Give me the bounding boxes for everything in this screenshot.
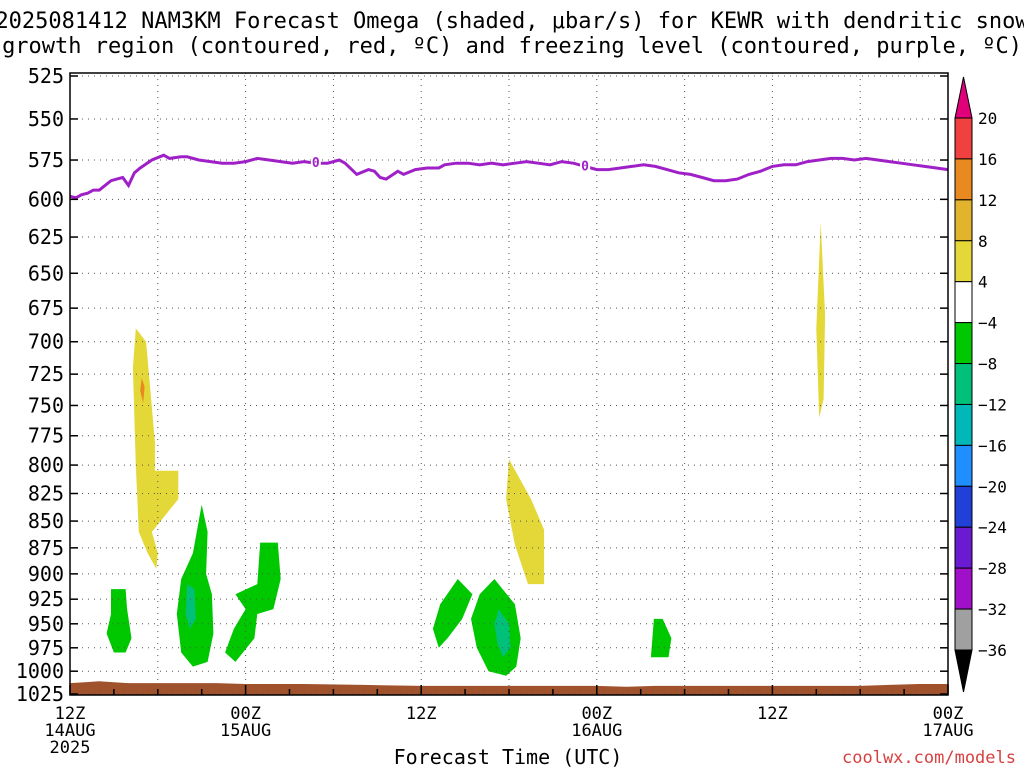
y-tick-label: 825	[28, 481, 64, 505]
chart-subtitle: growth region (contoured, red, ºC) and f…	[2, 34, 1022, 59]
colorbar-swatch	[954, 526, 973, 569]
y-tick-label: 675	[28, 296, 64, 320]
y-tick-label: 875	[28, 536, 64, 560]
omega-area	[140, 378, 145, 403]
colorbar-label: −16	[978, 436, 1007, 455]
omega-area	[106, 589, 132, 653]
colorbar-swatch	[954, 199, 973, 242]
colorbar-swatch	[954, 117, 973, 160]
colorbar-swatch	[954, 240, 973, 283]
omega-area	[506, 459, 545, 585]
x-tick-label: 17AUG	[922, 721, 973, 741]
colorbar-swatch	[954, 608, 973, 651]
credit-text: coolwx.com/models	[842, 748, 1016, 768]
colorbar-label: 4	[978, 273, 988, 292]
x-tick-label: 00Z	[581, 704, 612, 724]
y-tick-label: 925	[28, 587, 64, 611]
omega-area	[650, 618, 672, 658]
contour-label: 0	[581, 159, 589, 174]
y-tick-label: 725	[28, 362, 64, 386]
x-tick-label: 00Z	[230, 704, 261, 724]
colorbar-label: 8	[978, 232, 988, 251]
colorbar-label: −20	[978, 477, 1007, 496]
y-tick-label: 575	[28, 148, 64, 172]
y-tick-label: 750	[28, 393, 64, 417]
y-tick-label: 650	[28, 261, 64, 285]
colorbar-swatch	[954, 567, 973, 610]
y-tick-label: 700	[28, 330, 64, 354]
colorbar-swatch	[954, 281, 973, 324]
colorbar-label: 20	[978, 109, 997, 128]
colorbar-label: −12	[978, 395, 1007, 414]
y-tick-label: 900	[28, 562, 64, 586]
colorbar-label: −24	[978, 518, 1007, 537]
freezing-level-line	[69, 153, 949, 200]
colorbar-bottom-arrow	[954, 649, 973, 693]
contour-label-bg	[580, 158, 591, 173]
x-axis-label: Forecast Time (UTC)	[394, 745, 623, 768]
x-tick-label: 12Z	[406, 704, 437, 724]
contour-label: 0	[312, 156, 320, 171]
x-tick-label: 16AUG	[571, 721, 622, 741]
y-tick-label: 1000	[16, 659, 64, 683]
y-tick-label: 625	[28, 225, 64, 249]
colorbar-label: −36	[978, 641, 1007, 660]
plot-area	[70, 73, 948, 695]
y-tick-label: 975	[28, 636, 64, 660]
contour-label-bg	[310, 155, 321, 170]
x-tick-label: 12Z	[55, 704, 86, 724]
y-tick-label: 800	[28, 453, 64, 477]
x-tick-label: 15AUG	[220, 721, 271, 741]
y-tick-label: 850	[28, 509, 64, 533]
omega-area	[185, 584, 196, 629]
colorbar-label: −8	[978, 355, 997, 374]
y-tick-label: 550	[28, 107, 64, 131]
colorbar-label: −32	[978, 600, 1007, 619]
omega-area	[816, 222, 826, 418]
y-tick-label: 775	[28, 424, 64, 448]
y-tick-label: 950	[28, 612, 64, 636]
y-tick-label: 1025	[16, 682, 64, 706]
colorbar-top-arrow	[954, 76, 973, 119]
omega-area	[432, 579, 473, 648]
colorbar-label: −4	[978, 314, 997, 333]
colorbar-swatch	[954, 322, 973, 365]
chart-title: 2025081412 NAM3KM Forecast Omega (shaded…	[0, 9, 1024, 34]
omega-area	[494, 609, 511, 658]
colorbar-swatch	[954, 363, 973, 405]
y-tick-label: 525	[28, 64, 64, 88]
colorbar-swatch	[954, 403, 973, 446]
y-tick-label: 600	[28, 187, 64, 211]
x-tick-label: 00Z	[933, 704, 964, 724]
colorbar-label: −28	[978, 559, 1007, 578]
x-tick-label: 14AUG	[44, 721, 95, 741]
x-tick-label: 2025	[50, 738, 91, 758]
colorbar-swatch	[954, 444, 973, 487]
omega-area	[176, 504, 214, 667]
colorbar-swatch	[954, 485, 973, 528]
omega-area	[225, 542, 281, 662]
x-tick-label: 12Z	[757, 704, 788, 724]
colorbar-swatch	[954, 158, 973, 201]
colorbar-label: 12	[978, 191, 997, 210]
colorbar-label: 16	[978, 150, 997, 169]
